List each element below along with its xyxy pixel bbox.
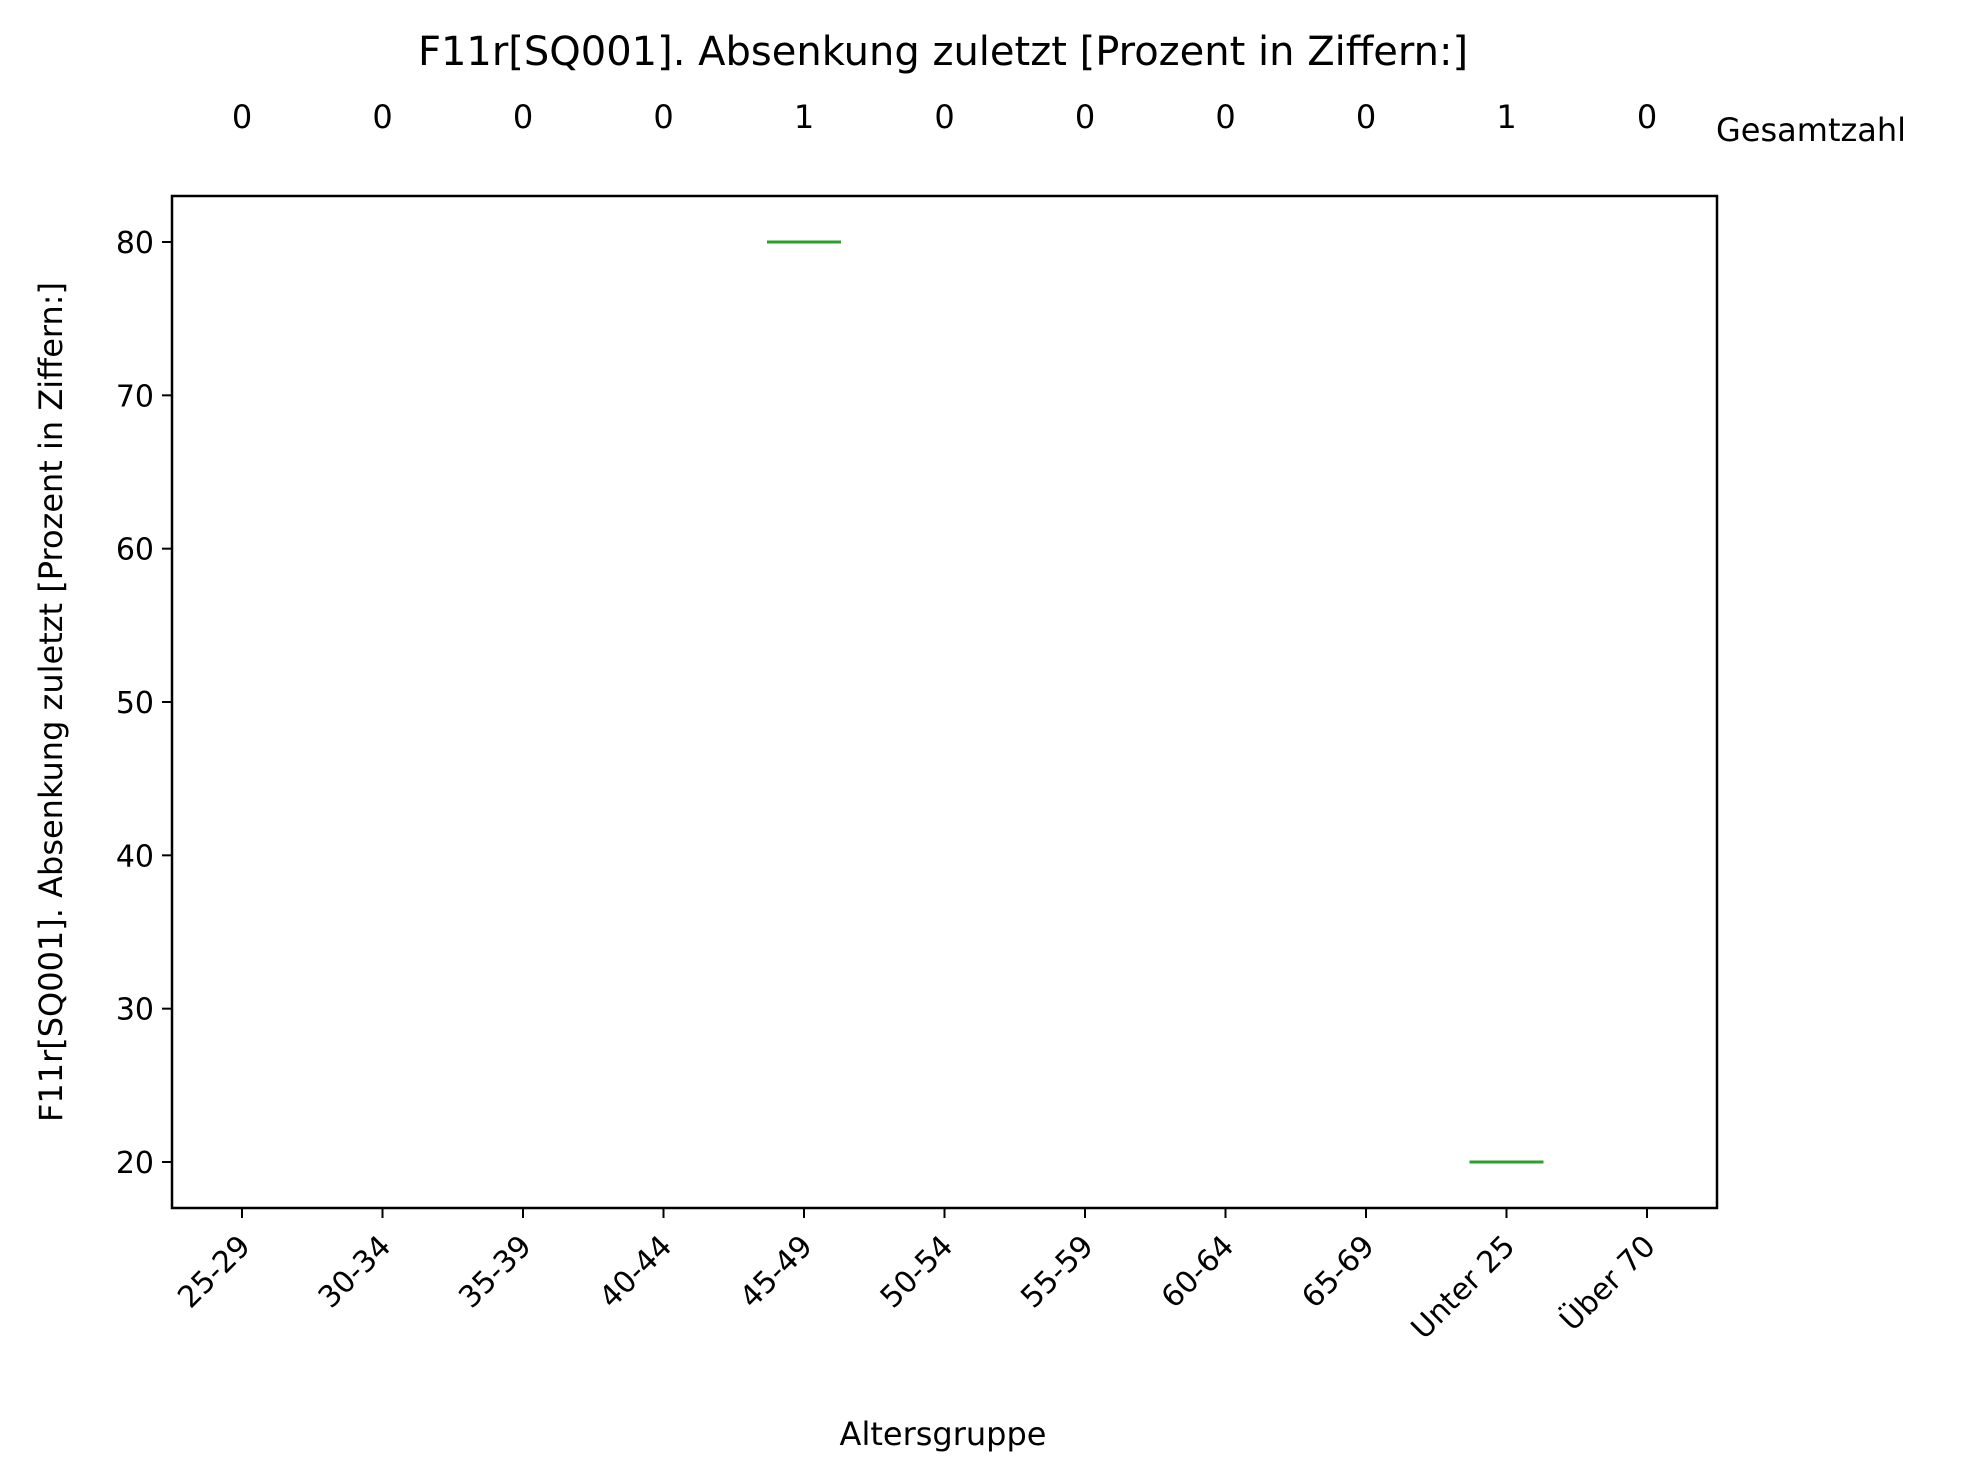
count-label: 0 (232, 98, 252, 136)
y-tick-label: 50 (116, 686, 154, 721)
y-tick-label: 80 (116, 226, 154, 261)
x-tick-label: 40-44 (593, 1229, 679, 1315)
y-axis-label: F11r[SQ001]. Absenkung zuletzt [Prozent … (32, 282, 70, 1122)
x-tick-label: 50-54 (874, 1229, 960, 1315)
x-tick-label: 65-69 (1295, 1229, 1381, 1315)
count-label: 1 (1496, 98, 1516, 136)
x-axis: 25-29 30-34 35-39 40-44 45-49 50-54 55-59 60-64… (171, 1208, 1663, 1347)
y-tick-label: 20 (116, 1146, 154, 1181)
x-tick-label: 25-29 (171, 1229, 257, 1315)
x-tick-label: Unter 25 (1405, 1229, 1523, 1347)
counts-label: Gesamtzahl (1716, 111, 1906, 149)
x-tick-label: 55-59 (1014, 1229, 1100, 1315)
plot-area (170, 194, 1719, 1210)
x-tick-label: 35-39 (452, 1229, 538, 1315)
count-label: 0 (513, 98, 533, 136)
count-label: 1 (794, 98, 814, 136)
chart-title: F11r[SQ001]. Absenkung zuletzt [Prozent … (418, 29, 1468, 75)
count-label: 0 (372, 98, 392, 136)
x-axis-label: Altersgruppe (840, 1415, 1047, 1453)
y-tick-label: 70 (116, 379, 154, 414)
y-axis: 20 30 40 50 60 70 80 (116, 226, 172, 1181)
count-label: 0 (1637, 98, 1657, 136)
x-tick-label: 30-34 (312, 1229, 398, 1315)
count-label: 0 (653, 98, 673, 136)
counts-row: 0 0 0 0 1 0 0 0 0 1 0 (232, 98, 1657, 136)
y-tick-label: 60 (116, 533, 154, 568)
x-tick-label: 45-49 (733, 1229, 819, 1315)
median-lines (767, 240, 1544, 1164)
count-label: 0 (934, 98, 954, 136)
y-tick-label: 30 (116, 993, 154, 1028)
x-tick-label: 60-64 (1155, 1229, 1241, 1315)
x-tick-label: Über 70 (1553, 1228, 1663, 1338)
y-tick-label: 40 (116, 839, 154, 874)
count-label: 0 (1356, 98, 1376, 136)
count-label: 0 (1215, 98, 1235, 136)
count-label: 0 (1075, 98, 1095, 136)
